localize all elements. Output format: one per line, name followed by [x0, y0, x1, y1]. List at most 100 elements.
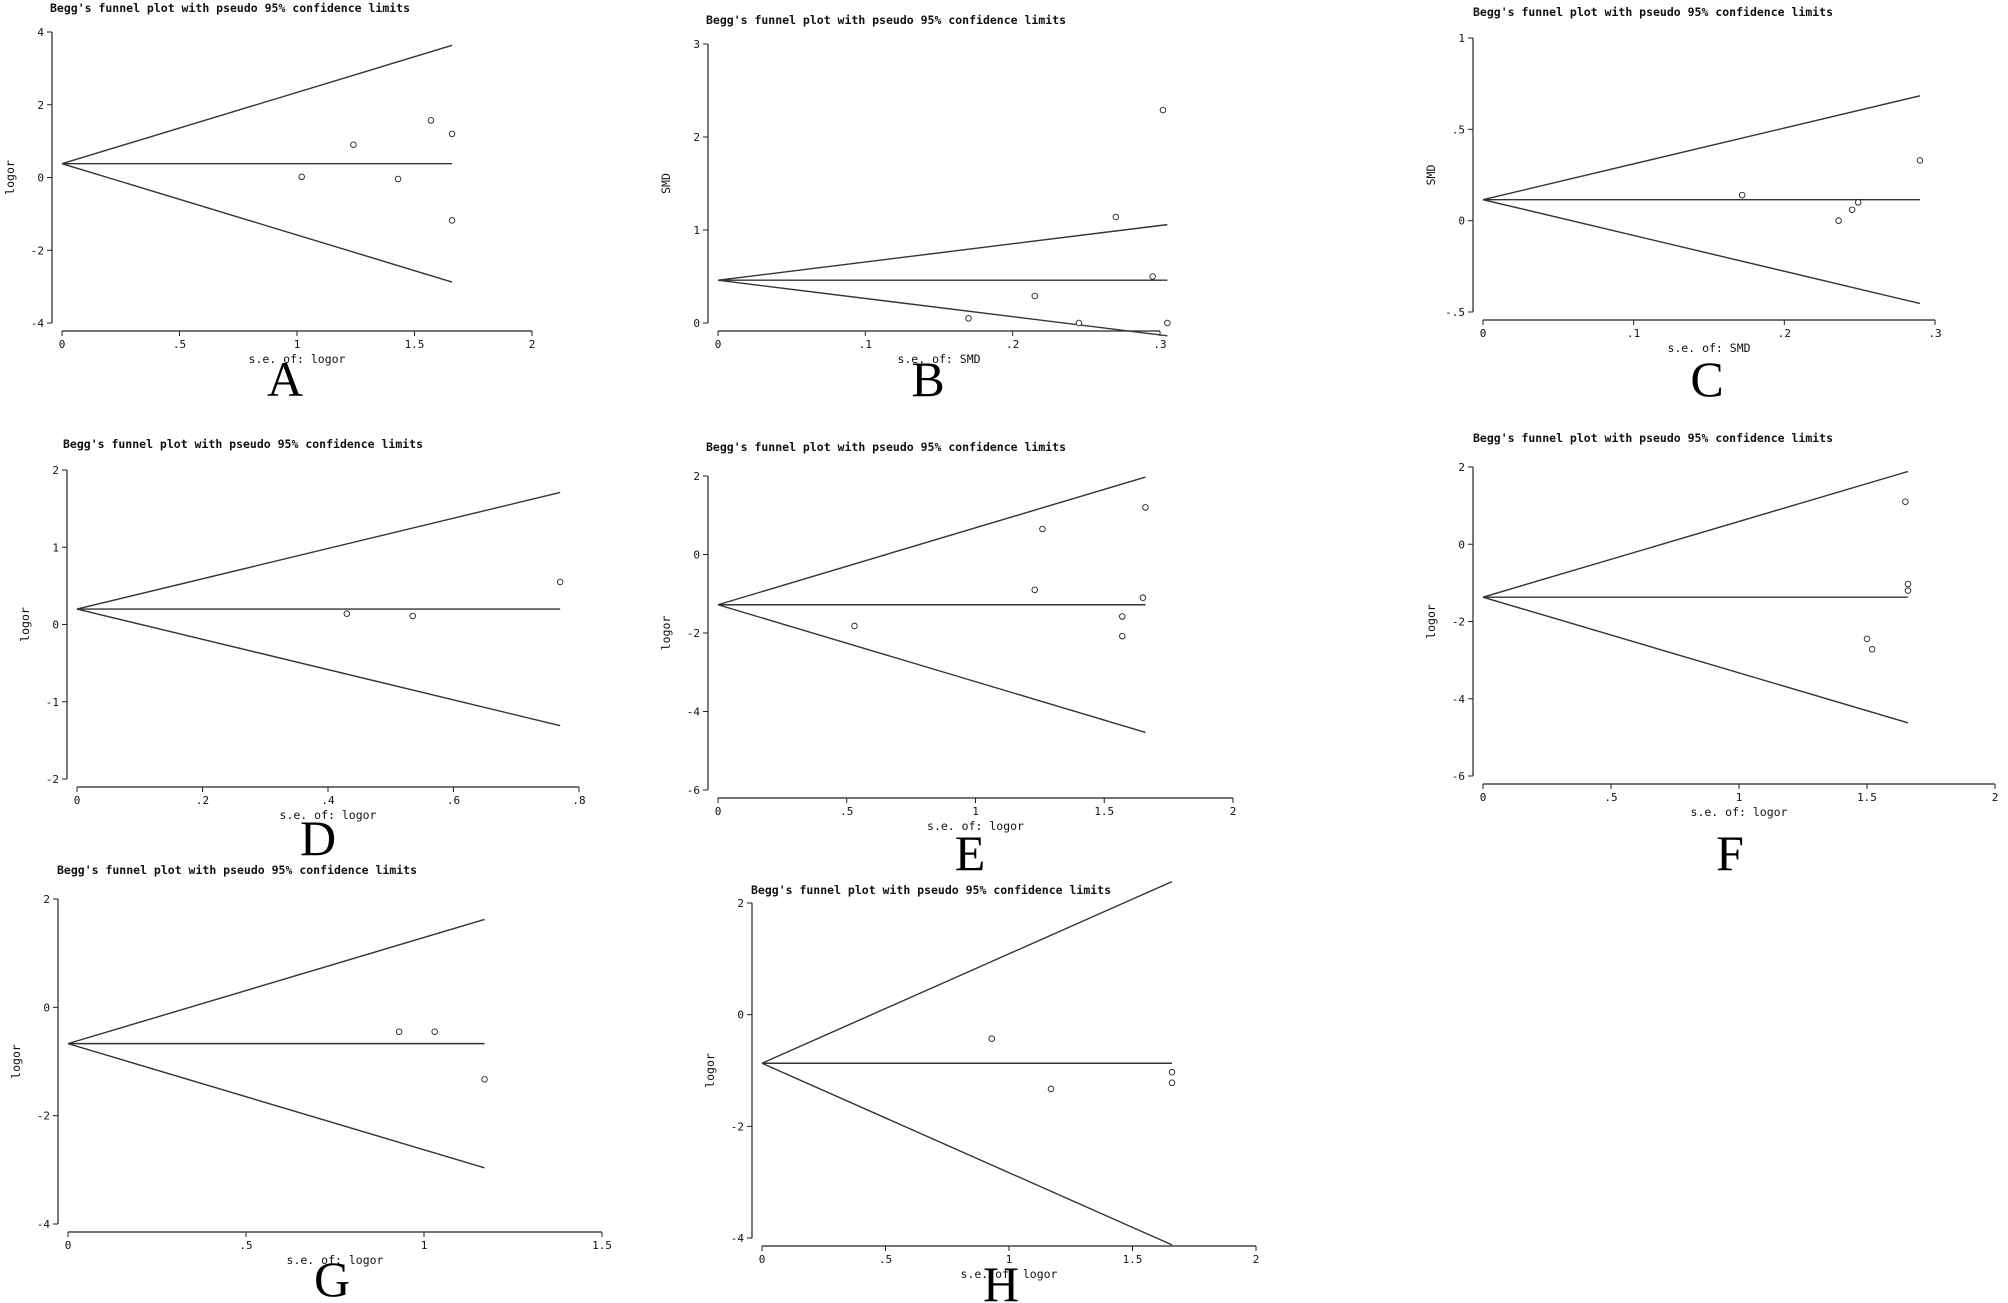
study-point [481, 1076, 488, 1083]
lower-confidence-limit-line [1482, 198, 1921, 305]
y-tick-label: 0 [43, 1001, 50, 1014]
lower-confidence-limit-line [1482, 596, 1909, 724]
y-tick-label: 2 [1458, 461, 1465, 474]
y-tick-label: 2 [737, 897, 744, 910]
x-tick-label: 1.5 [1094, 805, 1114, 818]
y-tick-label: -2 [687, 627, 700, 640]
x-axis-label: s.e. of: logor [1691, 805, 1788, 819]
x-tick-label: 1.5 [1123, 1253, 1143, 1266]
funnel-panel-h: Begg's funnel plot with pseudo 95% confi… [703, 880, 1260, 1303]
y-tick-label: 1 [52, 541, 59, 554]
x-axis-label: s.e. of: logor [961, 1267, 1058, 1281]
x-tick-label: 2 [1253, 1253, 1260, 1266]
x-tick-label: .6 [447, 794, 460, 807]
lower-confidence-limit-line [76, 608, 561, 727]
x-tick-label: .3 [1928, 327, 1941, 340]
lower-confidence-limit-line [61, 163, 453, 283]
y-tick-label: 2 [52, 464, 59, 477]
study-point [988, 1035, 995, 1042]
study-point [851, 622, 858, 630]
x-tick-label: 1 [1736, 791, 1743, 804]
x-tick-label: .5 [1604, 791, 1617, 804]
study-point [1031, 292, 1039, 300]
chart-title: Begg's funnel plot with pseudo 95% confi… [63, 437, 423, 451]
x-tick-label: 0 [65, 1239, 72, 1252]
funnel-panel-c: Begg's funnel plot with pseudo 95% confi… [1424, 5, 1942, 407]
y-tick-label: 2 [37, 99, 44, 112]
x-tick-label: 2 [529, 338, 536, 351]
x-axis-label: s.e. of: logor [249, 352, 346, 366]
y-tick-label: -2 [46, 773, 59, 786]
y-tick-label: 2 [693, 470, 700, 483]
x-tick-label: .5 [840, 805, 853, 818]
study-point [1159, 106, 1167, 114]
study-point [1854, 199, 1862, 206]
y-tick-label: 2 [43, 893, 50, 906]
x-tick-label: 1 [294, 338, 301, 351]
study-point [1863, 635, 1871, 643]
study-point [1168, 1079, 1176, 1087]
study-point [431, 1028, 438, 1035]
y-tick-label: -2 [1452, 616, 1465, 629]
x-axis-label: s.e. of: logor [287, 1253, 384, 1267]
study-point [1075, 319, 1083, 327]
y-tick-label: -2 [731, 1120, 744, 1133]
lower-confidence-limit-line [761, 1062, 1173, 1246]
y-tick-label: 0 [693, 317, 700, 330]
y-tick-label: -4 [1452, 693, 1466, 706]
upper-confidence-limit-line [717, 476, 1146, 606]
study-point [1902, 498, 1909, 506]
funnel-panel-b: Begg's funnel plot with pseudo 95% confi… [659, 13, 1171, 407]
x-tick-label: 0 [715, 805, 722, 818]
x-tick-label: .8 [572, 794, 585, 807]
upper-confidence-limit-line [717, 223, 1168, 281]
x-tick-label: .2 [1778, 327, 1791, 340]
study-point [1039, 525, 1046, 533]
y-tick-label: -1 [46, 696, 59, 709]
study-point [1168, 1068, 1176, 1076]
study-point [1848, 206, 1856, 213]
x-tick-label: 0 [715, 338, 722, 351]
x-axis-label: s.e. of: logor [927, 819, 1024, 833]
chart-title: Begg's funnel plot with pseudo 95% confi… [57, 863, 417, 877]
x-tick-label: 0 [59, 338, 66, 351]
y-axis-label: logor [3, 160, 17, 195]
funnel-panel-d: Begg's funnel plot with pseudo 95% confi… [18, 437, 586, 866]
lower-confidence-limit-line [717, 279, 1168, 337]
x-tick-label: 0 [1480, 327, 1487, 340]
study-point [556, 578, 564, 586]
x-axis-label: s.e. of: logor [280, 808, 377, 822]
panel-label: E [955, 825, 986, 881]
chart-title: Begg's funnel plot with pseudo 95% confi… [1473, 431, 1833, 445]
x-tick-label: 2 [1230, 805, 1237, 818]
study-point [1835, 217, 1842, 224]
x-tick-label: .1 [1627, 327, 1640, 340]
x-tick-label: .1 [859, 338, 872, 351]
study-point [965, 315, 972, 322]
y-tick-label: -6 [687, 784, 700, 797]
study-point [1149, 273, 1156, 280]
x-tick-label: .2 [1006, 338, 1019, 351]
panel-label: B [911, 351, 944, 407]
x-tick-label: 1.5 [592, 1239, 612, 1252]
y-tick-label: 0 [1458, 538, 1465, 551]
study-point [343, 610, 351, 617]
study-point [350, 141, 357, 149]
y-tick-label: -2 [31, 244, 44, 257]
y-axis-label: logor [9, 1044, 23, 1079]
y-tick-label: 1 [1458, 32, 1465, 45]
chart-title: Begg's funnel plot with pseudo 95% confi… [1473, 5, 1833, 19]
upper-confidence-limit-line [61, 44, 453, 165]
upper-confidence-limit-line [761, 880, 1173, 1064]
study-point [1142, 504, 1149, 511]
upper-confidence-limit-line [76, 491, 561, 610]
y-axis-label: logor [659, 616, 673, 651]
x-tick-label: 0 [74, 794, 81, 807]
funnel-panel-f: Begg's funnel plot with pseudo 95% confi… [1424, 431, 1998, 881]
x-tick-label: .2 [196, 794, 209, 807]
x-tick-label: 1 [1006, 1253, 1013, 1266]
chart-title: Begg's funnel plot with pseudo 95% confi… [706, 13, 1066, 27]
y-tick-label: -4 [31, 317, 45, 330]
x-tick-label: .5 [239, 1239, 252, 1252]
study-point [1738, 191, 1746, 199]
